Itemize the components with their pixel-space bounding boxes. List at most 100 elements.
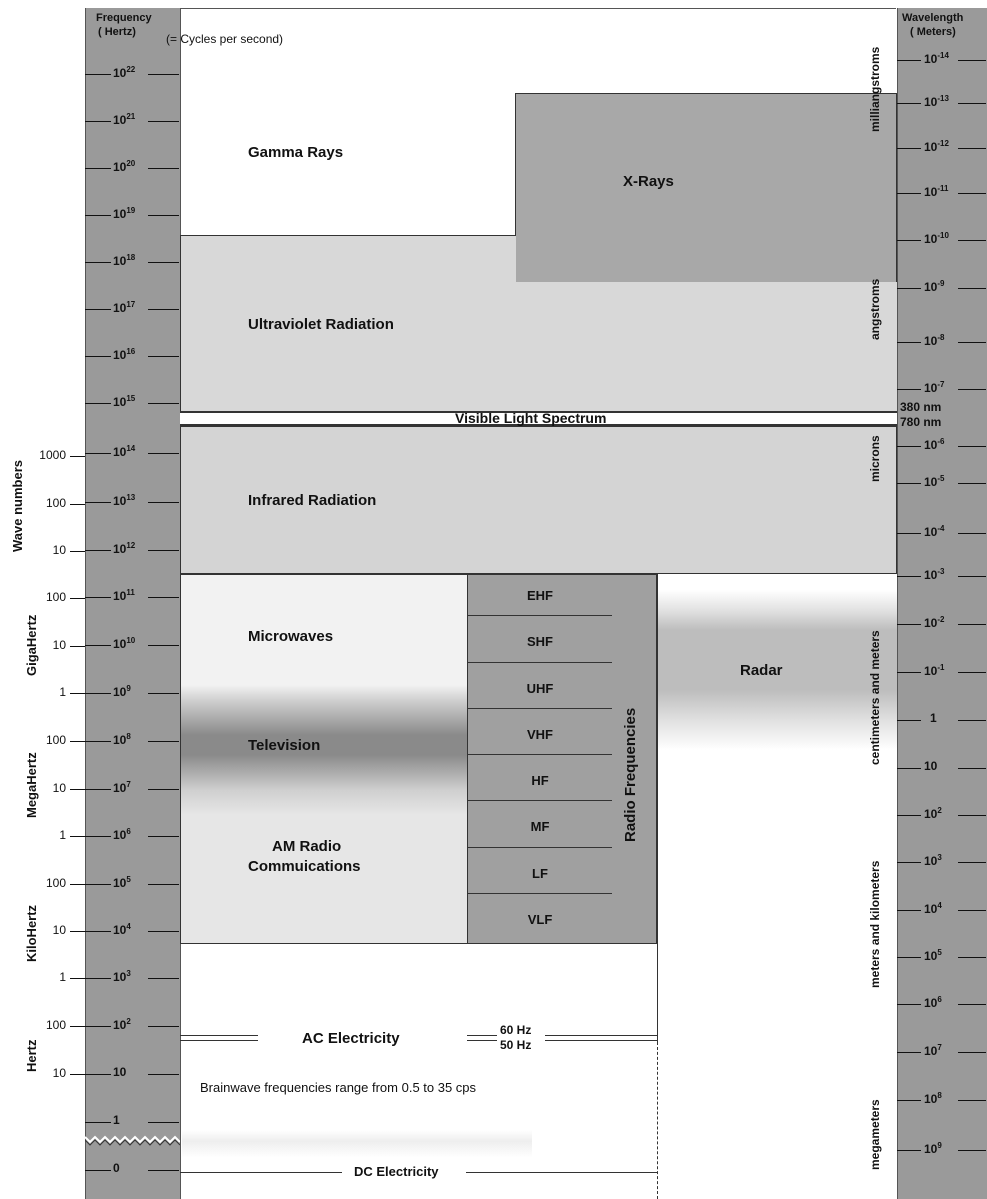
left-scale-tick — [70, 978, 85, 979]
frequency-tick-line — [148, 597, 179, 598]
frequency-tick-label: 1019 — [113, 206, 136, 221]
hz60-label: 60 Hz — [500, 1023, 532, 1037]
left-scale-tick — [70, 741, 85, 742]
x-rays-band — [515, 93, 897, 283]
left-scale-tick — [70, 931, 85, 932]
wavelength-tick-line — [958, 576, 986, 577]
frequency-tick-label: 1021 — [113, 112, 136, 127]
frequency-tick-label: 1 — [113, 1113, 120, 1127]
left-scale-tick — [70, 598, 85, 599]
wavelength-tick-line — [958, 957, 986, 958]
dc-line-right — [466, 1172, 657, 1173]
wavelength-unit: ( Meters) — [910, 26, 956, 38]
ultraviolet-band — [180, 235, 516, 283]
scale-angstroms: angstroms — [868, 278, 882, 340]
wavelength-tick-line — [897, 815, 921, 816]
wavelength-tick-label: 10-2 — [924, 615, 945, 630]
wavelength-tick-label: 10-9 — [924, 279, 945, 294]
left-scale-value: 1 — [59, 970, 66, 984]
wavelength-tick-line — [897, 672, 921, 673]
left-scale-tick — [70, 551, 85, 552]
frequency-tick-label: 107 — [113, 780, 131, 795]
radio-band-divider — [467, 847, 612, 848]
nm780-label: 780 nm — [900, 415, 942, 429]
frequency-column — [85, 8, 181, 1199]
frequency-tick-line — [148, 978, 179, 979]
left-scale-value: 10 — [52, 781, 66, 795]
left-scale-tick — [70, 884, 85, 885]
frequency-tick-label: 1018 — [113, 253, 136, 268]
wavelength-tick-line — [897, 342, 921, 343]
left-scale-value: 10 — [52, 1066, 66, 1080]
brainwave-band — [182, 1130, 532, 1158]
frequency-tick-line — [85, 215, 111, 216]
ac-line-mid — [467, 1035, 497, 1041]
radar-band — [657, 590, 897, 750]
wavelength-tick-line — [958, 342, 986, 343]
wavelength-tick-line — [897, 103, 921, 104]
radio-frequencies-column — [467, 574, 657, 944]
wavelength-tick-line — [958, 389, 986, 390]
left-scale-value: 1 — [59, 828, 66, 842]
wavelength-tick-line — [958, 1004, 986, 1005]
frequency-tick-label: 10 — [113, 1065, 127, 1079]
dc-electricity-label: DC Electricity — [354, 1164, 439, 1179]
frequency-tick-line — [148, 1170, 179, 1171]
dc-line-left — [180, 1172, 342, 1173]
frequency-tick-label: 104 — [113, 922, 131, 937]
wavelength-tick-line — [958, 288, 986, 289]
wavelength-tick-line — [897, 576, 921, 577]
left-scale-tick — [70, 836, 85, 837]
infrared-band — [180, 426, 897, 574]
frequency-note: (= Cycles per second) — [166, 32, 284, 46]
wavelength-tick-line — [897, 389, 921, 390]
frequency-tick-line — [85, 741, 111, 742]
frequency-tick-label: 102 — [113, 1017, 131, 1032]
radio-frequencies-label: Radio Frequencies — [622, 707, 639, 842]
wavelength-tick-line — [897, 1052, 921, 1053]
radio-band-divider — [467, 754, 612, 755]
wavelength-tick-line — [897, 957, 921, 958]
left-scale-value: 10 — [52, 638, 66, 652]
frequency-tick-label: 109 — [113, 684, 131, 699]
wavelength-tick-label: 10-10 — [924, 231, 949, 246]
frequency-tick-label: 1013 — [113, 493, 136, 508]
frequency-tick-line — [85, 453, 111, 454]
frequency-tick-line — [148, 1074, 179, 1075]
wavelength-tick-label: 10-3 — [924, 567, 945, 582]
visible-light-label: Visible Light Spectrum — [455, 410, 607, 426]
microwave-region — [180, 574, 467, 944]
wavelength-tick-label: 103 — [924, 853, 942, 868]
scale-centimeters-meters: centimeters and meters — [868, 630, 882, 765]
wavelength-tick-line — [958, 815, 986, 816]
visible-light-band — [180, 411, 897, 426]
frequency-tick-label: 0 — [113, 1161, 120, 1175]
wavelength-tick-line — [897, 768, 921, 769]
radio-band-lf: LF — [532, 865, 548, 881]
frequency-tick-label: 1016 — [113, 347, 136, 362]
wavelength-header: Wavelength — [902, 12, 964, 24]
radar-label: Radar — [740, 662, 783, 679]
wavelength-tick-line — [897, 720, 921, 721]
frequency-tick-line — [85, 168, 111, 169]
frequency-tick-line — [85, 403, 111, 404]
ultraviolet-label: Ultraviolet Radiation — [248, 316, 394, 333]
frequency-tick-line — [85, 1074, 111, 1075]
frequency-tick-line — [85, 1170, 111, 1171]
wavelength-tick-label: 10-7 — [924, 380, 945, 395]
wavelength-tick-label: 10-14 — [924, 51, 949, 66]
wavelength-tick-line — [897, 240, 921, 241]
wavelength-tick-line — [958, 60, 986, 61]
frequency-tick-label: 1011 — [113, 588, 135, 603]
frequency-tick-line — [85, 502, 111, 503]
scale-meters-kilometers: meters and kilometers — [868, 860, 882, 988]
frequency-tick-label: 1020 — [113, 159, 136, 174]
wavelength-tick-line — [958, 446, 986, 447]
frequency-tick-line — [148, 550, 179, 551]
infrared-label: Infrared Radiation — [248, 492, 377, 509]
frequency-tick-line — [85, 262, 111, 263]
wavelength-tick-line — [958, 533, 986, 534]
frequency-tick-label: 1012 — [113, 541, 136, 556]
frequency-tick-line — [148, 741, 179, 742]
ac-line-right — [545, 1035, 657, 1041]
